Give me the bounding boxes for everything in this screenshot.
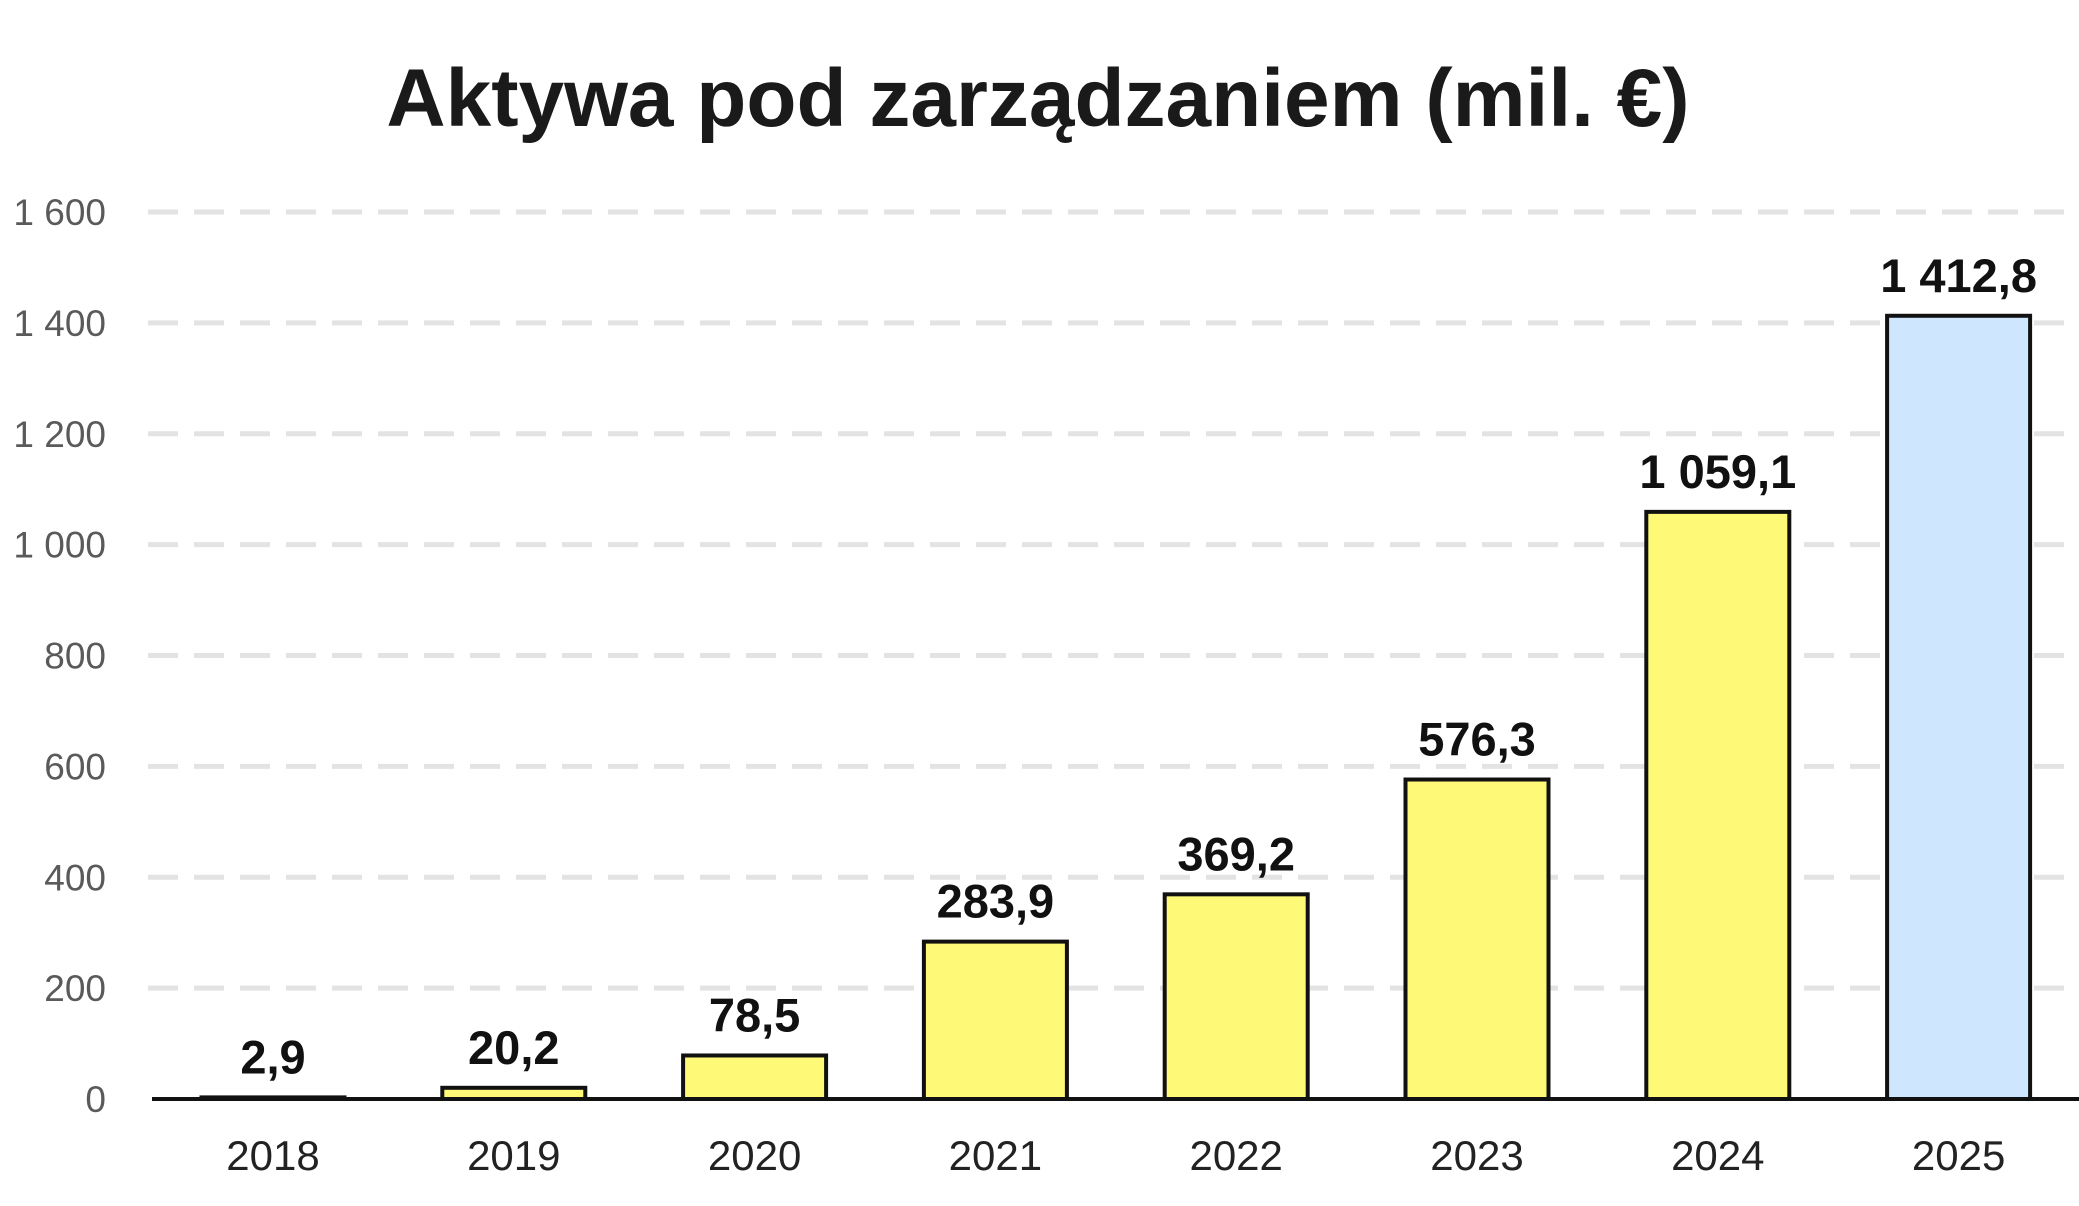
x-tick-label-2018: 2018 [226,1132,319,1179]
value-label-2024: 1 059,1 [1639,445,1796,498]
y-tick-label: 600 [44,746,106,787]
value-label-2020: 78,5 [709,988,800,1041]
value-label-2019: 20,2 [468,1021,559,1074]
x-tick-label-2019: 2019 [467,1132,560,1179]
y-tick-label: 400 [44,857,106,898]
x-tick-label-2025: 2025 [1912,1132,2005,1179]
y-tick-label: 200 [44,968,106,1009]
y-tick-label: 800 [44,636,106,677]
bar-2023 [1403,777,1551,1101]
chart-title: Aktywa pod zarządzaniem (mil. €) [386,53,1689,144]
y-tick-label: 1 200 [13,414,106,455]
value-label-2025: 1 412,8 [1880,249,2037,302]
bar-2021 [921,939,1069,1101]
x-axis-ticks: 2018 2019 2020 2021 2022 2023 2024 2025 [226,1132,2005,1179]
x-tick-label-2020: 2020 [708,1132,801,1179]
y-axis-ticks: 0 200 400 600 800 1 000 1 200 1 400 1 600 [13,192,106,1120]
value-labels: 2,9 20,2 78,5 283,9 369,2 576,3 1 059,1 1 412,8 [240,249,2037,1084]
bars [199,313,2033,1102]
y-tick-label: 0 [85,1079,106,1120]
x-tick-label-2023: 2023 [1430,1132,1523,1179]
bar-2024 [1644,509,1792,1101]
value-label-2021: 283,9 [937,875,1055,928]
value-label-2022: 369,2 [1177,827,1295,880]
bar-2022 [1162,892,1310,1102]
bar-2020 [681,1053,829,1102]
value-label-2018: 2,9 [240,1030,305,1083]
value-label-2023: 576,3 [1418,713,1536,766]
x-tick-label-2022: 2022 [1189,1132,1282,1179]
y-tick-label: 1 600 [13,192,106,233]
y-tick-label: 1 000 [13,525,106,566]
bar-2025 [1885,313,2033,1101]
y-tick-label: 1 400 [13,303,106,344]
x-tick-label-2024: 2024 [1671,1132,1764,1179]
x-tick-label-2021: 2021 [949,1132,1042,1179]
